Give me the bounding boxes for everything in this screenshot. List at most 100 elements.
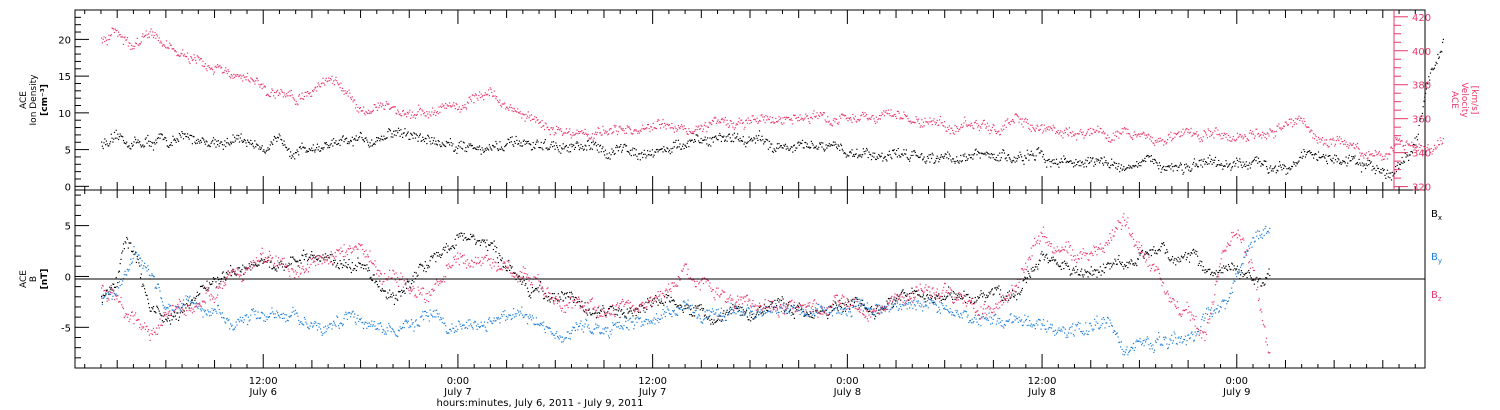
velocity-series-point [239, 74, 241, 76]
bx-series-point [435, 261, 437, 263]
density-series-point [1282, 164, 1284, 166]
velocity-series-point [359, 107, 361, 110]
density-series-point [869, 153, 871, 155]
velocity-series-point [449, 102, 451, 104]
bx-series-point [511, 266, 513, 268]
velocity-series-point [1055, 131, 1058, 133]
velocity-series-point [737, 123, 739, 126]
velocity-series-point [503, 103, 505, 105]
velocity-series-point [1012, 119, 1014, 121]
velocity-series-point [592, 139, 594, 141]
density-series-point [1384, 174, 1386, 176]
density-series-point [195, 143, 197, 145]
density-series-point [1317, 151, 1320, 153]
bx-series-point [715, 320, 718, 322]
velocity-series-point [1160, 140, 1162, 142]
velocity-series-point [192, 58, 194, 61]
bx-series-point [571, 293, 573, 295]
density-series-point [240, 133, 242, 135]
density-series-point [1279, 164, 1281, 166]
bx-series-point [312, 256, 314, 258]
bx-series-point [471, 236, 473, 238]
bx-series-point [765, 306, 767, 308]
density-series-point [796, 147, 798, 149]
density-series-point [1328, 155, 1330, 157]
velocity-series-point [109, 38, 111, 41]
density-series-point [490, 148, 492, 150]
density-series-point [526, 142, 528, 144]
velocity-series-point [903, 111, 905, 113]
density-series-point [115, 129, 117, 131]
density-series-point [1431, 67, 1433, 69]
velocity-series-point [208, 65, 210, 67]
velocity-series-point [814, 115, 816, 118]
velocity-series-point [172, 48, 174, 50]
velocity-series-point [141, 35, 143, 38]
density-series-point [1284, 165, 1286, 168]
velocity-series-point [1075, 133, 1077, 135]
velocity-series-point [1173, 132, 1175, 134]
bx-series-point [757, 309, 759, 311]
density-series-point [342, 135, 344, 137]
bx-series-point [695, 307, 697, 309]
bx-series-point [135, 251, 137, 253]
density-series-point [636, 155, 638, 157]
density-series-point [1177, 166, 1179, 168]
velocity-series-point [1064, 129, 1066, 131]
density-series-point [683, 147, 685, 150]
density-series-point [1360, 164, 1362, 166]
density-series-point [1128, 167, 1131, 169]
velocity-series-point [187, 52, 189, 54]
density-series-point [1304, 151, 1306, 153]
velocity-series-point [1141, 133, 1143, 135]
density-series-point [621, 151, 623, 153]
velocity-series-point [396, 113, 398, 115]
velocity-series-point [923, 125, 925, 127]
bx-series-point [826, 314, 828, 316]
density-series-point [1094, 161, 1096, 163]
density-series-point [1401, 156, 1403, 159]
bx-series-point [422, 265, 424, 267]
velocity-series-point [1241, 135, 1243, 137]
density-series-point [960, 154, 962, 157]
density-series-point [219, 142, 221, 144]
bx-series-point [236, 273, 238, 275]
bx-series-point [210, 283, 212, 285]
density-series-point [426, 143, 428, 145]
density-series-point [1037, 148, 1039, 150]
density-series-point [1424, 96, 1426, 98]
density-series-point [631, 149, 633, 151]
velocity-series-point [1177, 132, 1179, 134]
velocity-series-point [710, 122, 712, 124]
bx-series-point [976, 299, 978, 301]
velocity-series-point [185, 56, 187, 58]
density-series-point [538, 146, 540, 149]
density-series-point [1064, 158, 1066, 160]
bx-series-point [522, 281, 524, 283]
velocity-series-point [1023, 121, 1025, 123]
velocity-series-point [1193, 132, 1195, 134]
velocity-series-point [1018, 121, 1020, 123]
velocity-series-point [1089, 134, 1091, 136]
velocity-series-point [1096, 130, 1098, 132]
bx-series-point [406, 280, 408, 282]
velocity-series-point [572, 132, 574, 134]
bx-series-point [578, 301, 580, 303]
velocity-series-point [1428, 148, 1430, 150]
density-series-point [1099, 160, 1101, 162]
velocity-series-point [659, 124, 661, 126]
bx-series-point [348, 258, 350, 261]
density-series-point [235, 138, 237, 140]
density-series-point [1251, 161, 1253, 163]
velocity-series-point [789, 119, 791, 121]
bx-series-point [269, 261, 271, 263]
bx-series-point [873, 314, 875, 316]
bx-series-point [146, 294, 148, 297]
density-series-point [526, 141, 529, 143]
bx-series-point [608, 308, 610, 310]
velocity-series-point [1328, 145, 1330, 147]
velocity-series-point [804, 117, 806, 119]
bx-series-point [303, 259, 305, 261]
velocity-series-point [1163, 144, 1165, 146]
bx-series-point [679, 304, 681, 306]
